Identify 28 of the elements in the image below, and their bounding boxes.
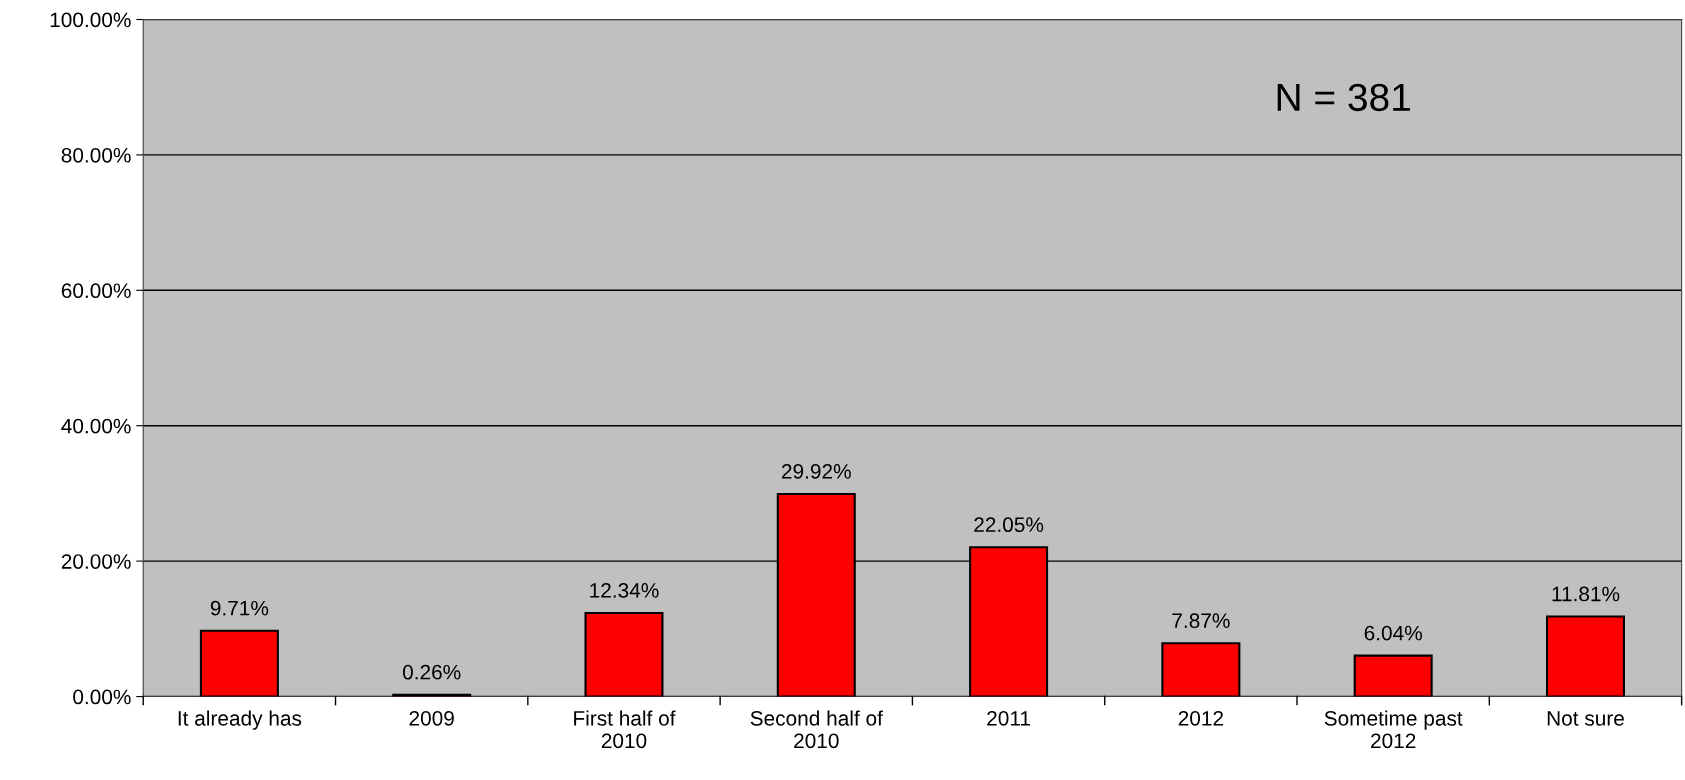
x-tick-label: Sometime past 2012 (1324, 710, 1463, 749)
y-tick-label: 20.00% (61, 554, 131, 569)
bar (1161, 642, 1241, 697)
y-tick-label: 80.00% (61, 147, 131, 163)
x-tick-label: Not sure (1547, 711, 1624, 726)
data-label: 12.34% (590, 583, 659, 598)
x-tick-label: First half of 2010 (574, 710, 676, 749)
data-label: 29.92% (782, 463, 851, 479)
y-tick-label: 40.00% (61, 418, 131, 434)
data-label: 7.87% (1172, 613, 1230, 629)
y-tick-label: 60.00% (61, 283, 131, 299)
bar (199, 629, 279, 697)
x-tick-label: 2012 (1178, 710, 1224, 726)
data-label: 6.04% (1364, 625, 1422, 641)
y-tick-label: 0.00% (73, 689, 131, 705)
bar (584, 611, 664, 697)
bar (1353, 654, 1433, 697)
x-tick-label: Second half of 2010 (750, 710, 883, 749)
data-label: 11.81% (1552, 586, 1620, 602)
x-tick-label: 2009 (409, 710, 454, 726)
annotation: N = 381 (1277, 83, 1410, 112)
data-label: 9.71% (210, 600, 269, 616)
data-label: 0.26% (402, 664, 461, 680)
y-tick-label: 100.00% (50, 12, 131, 28)
x-tick-label: It already has (178, 710, 302, 730)
bar (1545, 615, 1625, 697)
data-label: 22.05% (974, 517, 1044, 533)
x-tick-label: 2011 (987, 710, 1030, 726)
